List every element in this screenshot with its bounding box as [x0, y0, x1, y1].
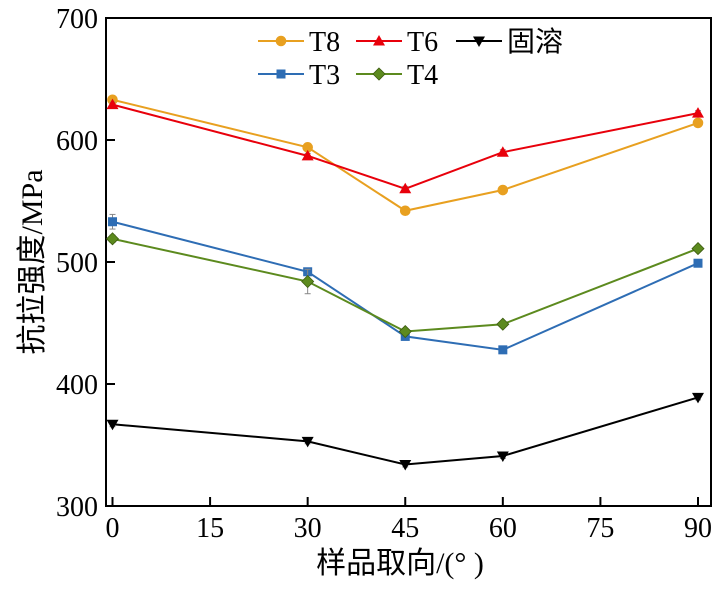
series-T4 — [105, 232, 705, 339]
x-tick-label: 0 — [106, 513, 120, 544]
x-tick-label: 75 — [586, 513, 614, 544]
legend-label: T8 — [309, 27, 340, 58]
data-point — [496, 317, 510, 331]
data-point — [399, 460, 412, 471]
x-axis-label: 样品取向/(° ) — [316, 547, 484, 580]
series-line — [112, 396, 699, 466]
data-point — [301, 149, 314, 161]
data-point — [496, 451, 509, 462]
series-layer — [105, 94, 705, 471]
y-tick-label: 400 — [56, 370, 98, 401]
y-axis-label: 抗拉强度/MPa — [16, 169, 49, 354]
legend-marker — [373, 35, 385, 46]
legend-item-固溶: 固溶 — [456, 26, 563, 58]
data-point — [691, 242, 705, 256]
legend-label: 固溶 — [507, 26, 563, 58]
series-T6 — [106, 98, 704, 194]
legend-label: T4 — [407, 60, 438, 91]
data-point — [301, 436, 314, 448]
legend-item-T8: T8 — [258, 27, 340, 58]
y-tick-label: 700 — [56, 4, 98, 35]
data-point — [498, 345, 508, 355]
data-point — [105, 232, 120, 246]
data-point — [301, 274, 315, 289]
legend-item-T6: T6 — [356, 27, 438, 58]
legend-label: T6 — [407, 27, 438, 58]
legend-marker — [372, 67, 386, 81]
x-tick-label: 30 — [294, 513, 322, 544]
legend-marker — [473, 36, 485, 47]
series-固溶 — [106, 392, 704, 471]
data-point — [496, 146, 509, 157]
axis-ticks: 0 15 30 45 60 75 90 300 400 500 600 700 — [56, 4, 712, 544]
data-point — [106, 419, 119, 431]
data-point — [692, 117, 704, 129]
legend-label: T3 — [309, 60, 340, 91]
data-point — [693, 258, 703, 268]
legend-marker — [276, 69, 286, 79]
data-point — [106, 98, 119, 110]
series-line — [112, 103, 699, 190]
x-tick-label: 45 — [391, 513, 419, 544]
y-tick-label: 300 — [56, 492, 98, 523]
series-T8 — [107, 94, 704, 217]
series-line — [112, 98, 699, 212]
legend: T8 T6 固溶 T3 T4 — [258, 26, 563, 91]
data-point — [399, 205, 411, 217]
x-tick-label: 90 — [684, 513, 712, 544]
data-point — [691, 392, 704, 404]
y-tick-label: 500 — [56, 248, 98, 279]
legend-marker — [275, 35, 287, 47]
series-line — [112, 237, 699, 333]
data-point — [108, 217, 118, 227]
legend-item-T4: T4 — [356, 60, 438, 91]
data-point — [399, 182, 412, 194]
plot-frame — [105, 17, 712, 507]
data-point — [398, 324, 412, 339]
x-tick-label: 60 — [489, 513, 517, 544]
data-point — [497, 184, 509, 196]
y-tick-label: 600 — [56, 126, 98, 157]
data-point — [691, 107, 704, 118]
legend-item-T3: T3 — [258, 60, 340, 91]
x-tick-label: 15 — [196, 513, 224, 544]
